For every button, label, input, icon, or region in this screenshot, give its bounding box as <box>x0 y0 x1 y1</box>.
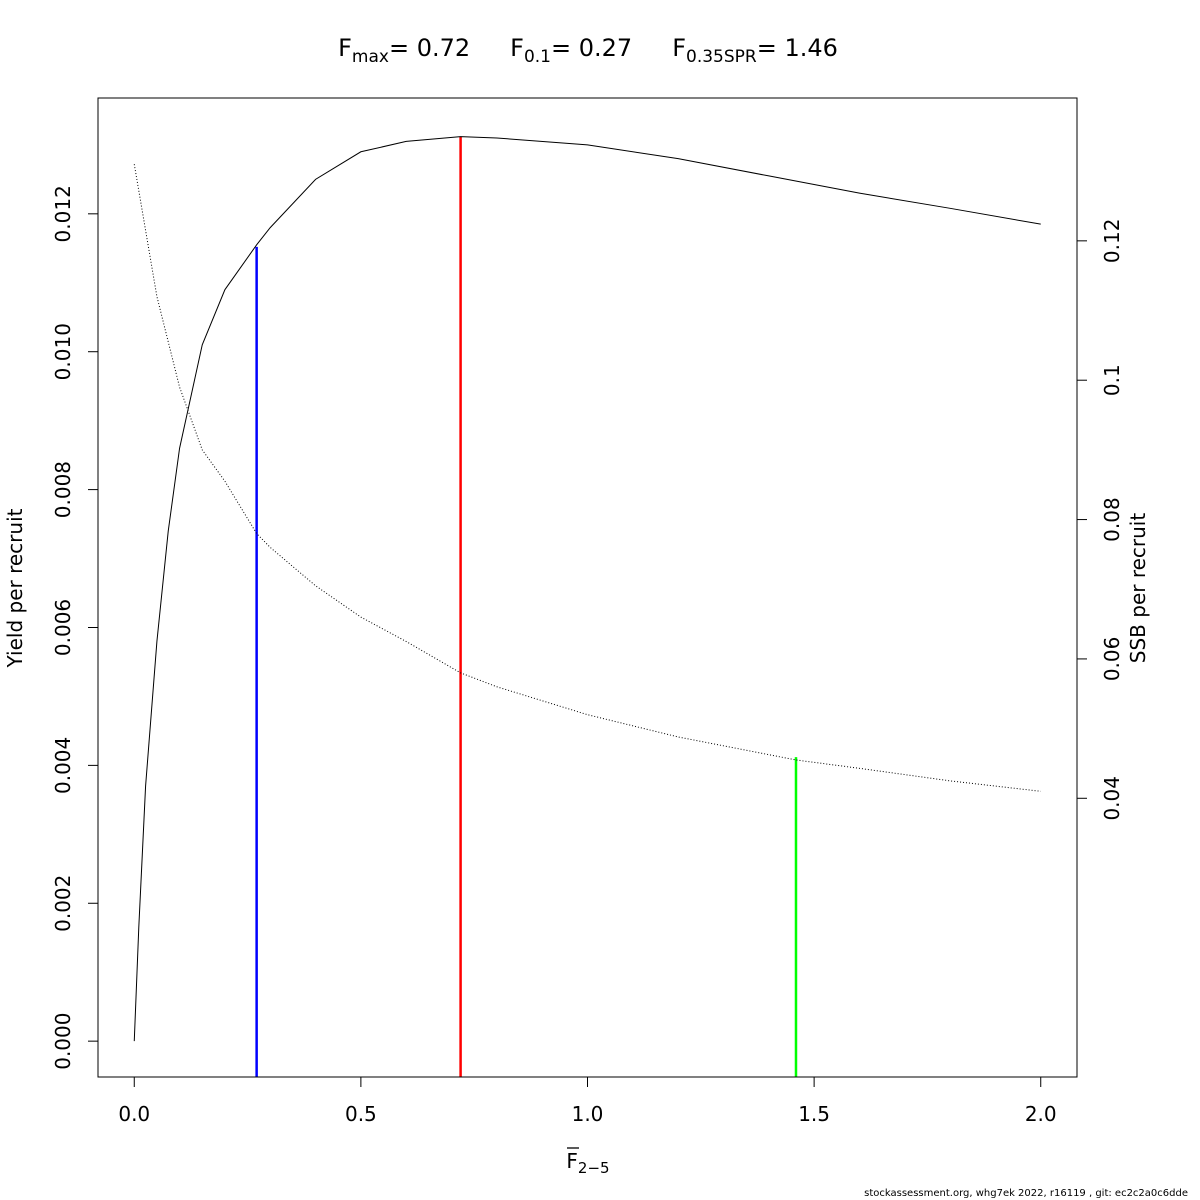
y-left-tick-label: 0.004 <box>51 737 75 794</box>
y-left-tick-label: 0.010 <box>51 323 75 380</box>
title-fmax-sub: max <box>352 47 389 67</box>
footer-credit: stockassessment.org, whg7ek 2022, r16119… <box>864 1188 1188 1199</box>
title-fspr-value: = 1.46 <box>757 34 838 62</box>
y-left-tick-label: 0.000 <box>51 1013 75 1070</box>
x-tick-label: 1.0 <box>572 1102 604 1126</box>
x-axis: 0.0 0.5 1.0 1.5 2.0 <box>118 1076 1057 1126</box>
y-left-tick-label: 0.006 <box>51 599 75 656</box>
title-fspr-symbol: F <box>672 34 686 62</box>
title-fmax-symbol: F <box>338 34 352 62</box>
y-left-tick-label: 0.008 <box>51 461 75 518</box>
x-axis-label-sub: 2−5 <box>578 1159 610 1177</box>
y-left-tick-label: 0.002 <box>51 875 75 932</box>
title-f01-symbol: F <box>510 34 524 62</box>
plot-frame <box>97 97 1078 1078</box>
y-right-axis: 0.04 0.06 0.08 0.1 0.12 <box>1076 219 1124 821</box>
y-left-tick-label: 0.012 <box>51 185 75 242</box>
y-right-tick-label: 0.1 <box>1100 364 1124 396</box>
y-left-axis-label: Yield per recruit <box>3 508 27 668</box>
x-tick-label: 0.5 <box>345 1102 377 1126</box>
chart-title: Fmax= 0.72 F0.1= 0.27 F0.35SPR= 1.46 <box>338 34 838 67</box>
yield-per-recruit-line <box>133 136 1041 1042</box>
title-fmax-value: = 0.72 <box>389 34 470 62</box>
title-f01-value: = 0.27 <box>551 34 632 62</box>
x-tick-label: 2.0 <box>1025 1102 1057 1126</box>
series-group <box>133 136 1041 1042</box>
title-fspr-sub: 0.35SPR <box>686 47 757 67</box>
y-right-tick-label: 0.04 <box>1100 776 1124 821</box>
reference-lines <box>255 136 798 1077</box>
x-tick-label: 1.5 <box>798 1102 830 1126</box>
y-right-tick-label: 0.06 <box>1100 637 1124 682</box>
x-axis-label-symbol: F <box>566 1149 578 1173</box>
y-right-tick-label: 0.08 <box>1100 497 1124 542</box>
x-tick-label: 0.0 <box>118 1102 150 1126</box>
title-f01-sub: 0.1 <box>524 47 551 67</box>
ssb-per-recruit-line <box>133 164 1041 792</box>
y-left-axis: 0.000 0.002 0.004 0.006 0.008 0.010 0.012 <box>51 185 99 1070</box>
y-right-axis-label: SSB per recruit <box>1126 513 1150 664</box>
y-right-tick-label: 0.12 <box>1100 219 1124 264</box>
x-axis-label: F2−5 <box>566 1149 609 1177</box>
